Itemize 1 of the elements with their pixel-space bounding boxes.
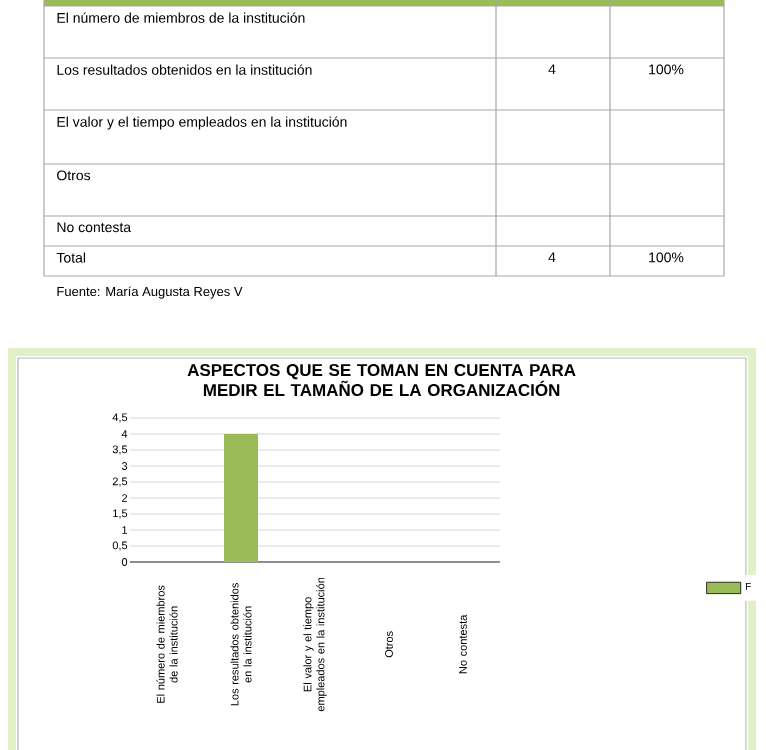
chart-title: ASPECTOS QUE SE TOMAN EN CUENTA PARA MEDIR EL TAMAÑO DE LA ORGANIZACIÓN (187, 364, 576, 397)
